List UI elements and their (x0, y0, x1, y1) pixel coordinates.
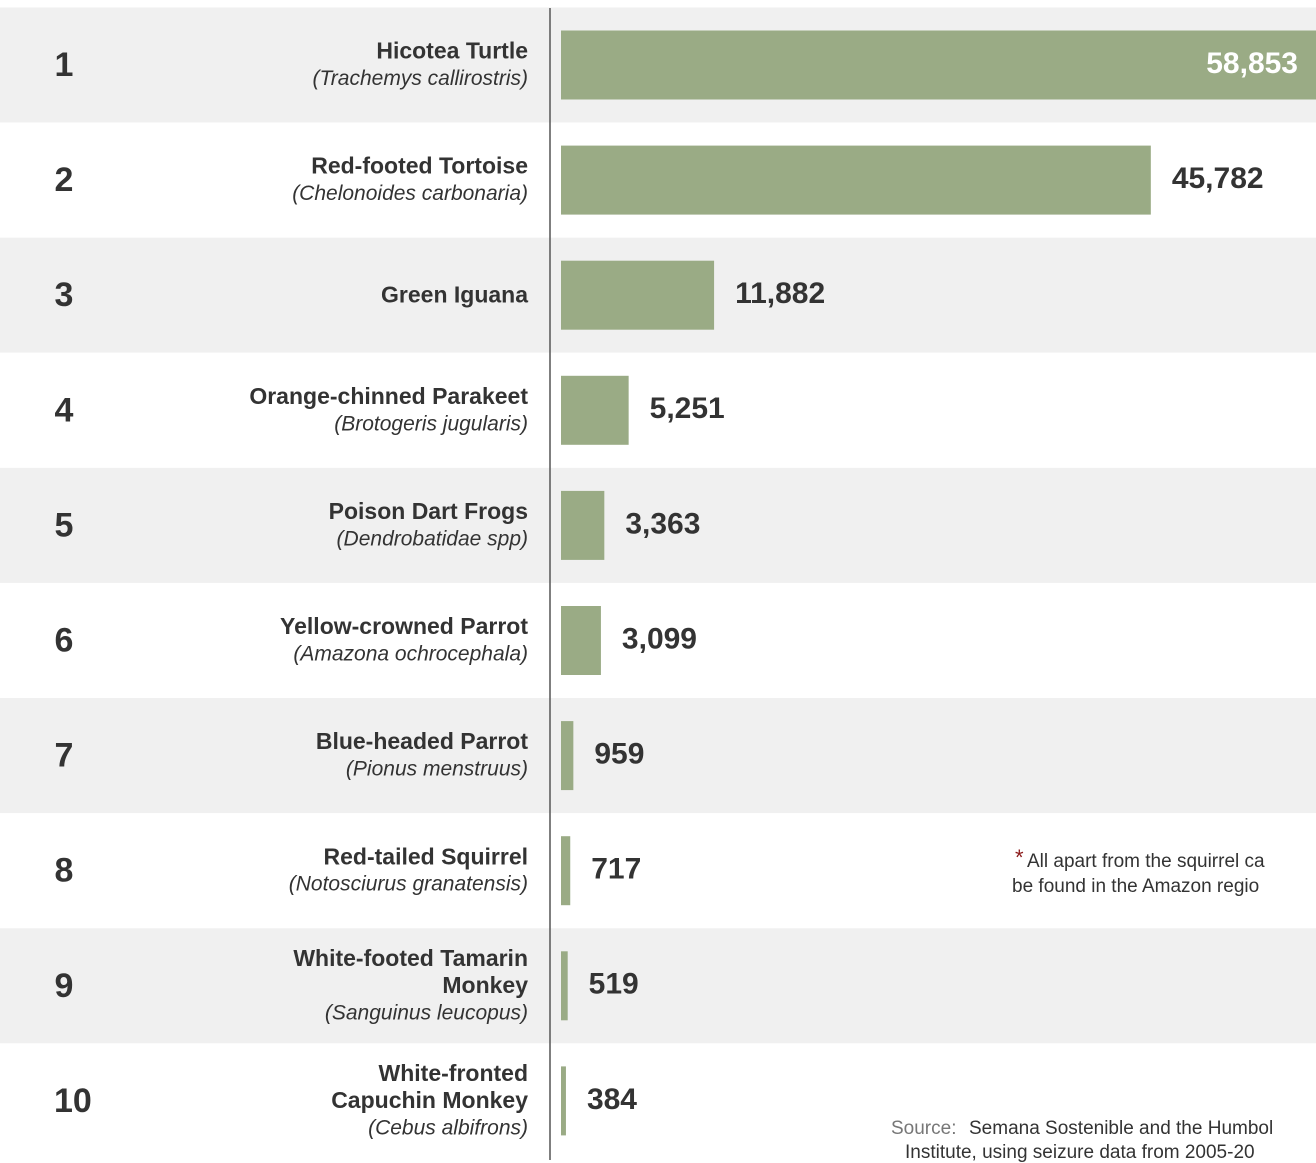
scientific-name: (Cebus albifrons) (368, 1116, 528, 1139)
value-label: 58,853 (1206, 47, 1298, 80)
row-band (0, 1043, 1316, 1159)
note-line: All apart from the squirrel ca (1027, 851, 1265, 872)
rank: 6 (55, 621, 74, 659)
bar (561, 606, 601, 675)
bar (561, 490, 605, 560)
source-line: Institute, using seizure data from 2005-… (905, 1142, 1255, 1163)
scientific-name: (Amazona ochrocephala) (293, 643, 528, 666)
rank: 3 (55, 276, 74, 314)
value-label: 384 (587, 1083, 637, 1116)
source-line: Semana Sostenible and the Humbol (969, 1118, 1273, 1139)
row-band (0, 467, 1316, 583)
scientific-name: (Chelonoides carbonaria) (292, 182, 528, 205)
category-label: White-footed Tamarin Monkey (293, 945, 528, 998)
category-label: Hicotea Turtle (376, 38, 528, 64)
rank: 5 (55, 506, 74, 544)
bar (561, 1066, 566, 1136)
rank: 7 (55, 737, 74, 775)
bar (561, 721, 574, 791)
bar (561, 145, 1151, 215)
scientific-name: (Sanguinus leucopus) (325, 1001, 528, 1024)
rank: 8 (55, 852, 74, 890)
row-band (0, 698, 1316, 814)
scientific-name: (Notosciurus granatensis) (289, 873, 528, 896)
row-bands (0, 7, 1316, 1159)
value-label: 959 (594, 738, 644, 771)
row-band (0, 813, 1316, 929)
rank: 1 (55, 46, 74, 84)
category-label: Red-footed Tortoise (311, 153, 528, 179)
bar (561, 951, 568, 1021)
bar (561, 375, 629, 445)
value-label: 717 (591, 853, 641, 886)
category-label: Poison Dart Frogs (329, 498, 528, 524)
category-label: White-fronted Capuchin Monkey (331, 1060, 528, 1113)
category-label: Blue-headed Parrot (316, 728, 528, 754)
bar (561, 260, 715, 330)
bar (561, 836, 571, 906)
bar (561, 30, 1316, 100)
row-band (0, 928, 1316, 1044)
note-line: be found in the Amazon regio (1012, 876, 1259, 897)
value-label: 5,251 (650, 392, 725, 425)
row-band (0, 352, 1316, 468)
rank: 4 (55, 391, 74, 429)
rank: 9 (55, 967, 74, 1005)
category-label: Green Iguana (381, 281, 528, 307)
category-label: Yellow-crowned Parrot (280, 613, 528, 639)
value-label: 45,782 (1172, 162, 1264, 195)
note-marker: * (1015, 845, 1024, 870)
rank: 10 (54, 1082, 92, 1120)
category-label: Red-tailed Squirrel (324, 843, 528, 869)
row-band (0, 582, 1316, 699)
rank: 2 (55, 161, 74, 199)
scientific-name: (Pionus menstruus) (346, 758, 528, 781)
chart-content: 1 Hicotea Turtle (Trachemys callirostris) 5… (54, 30, 1316, 1139)
scientific-name: (Brotogeris jugularis) (334, 412, 528, 435)
source-label: Source: (891, 1118, 956, 1139)
value-label: 3,099 (622, 622, 697, 655)
value-label: 519 (589, 968, 639, 1001)
scientific-name: (Dendrobatidae spp) (337, 527, 528, 550)
scientific-name: (Trachemys callirostris) (313, 67, 528, 90)
category-label: Orange-chinned Parakeet (249, 383, 528, 409)
value-label: 3,363 (625, 507, 700, 540)
value-label: 11,882 (735, 277, 825, 310)
